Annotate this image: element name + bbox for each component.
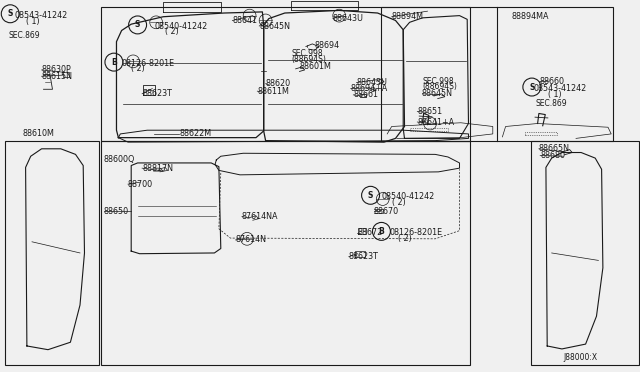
Text: SEC.869: SEC.869 [9, 31, 40, 40]
Text: 87614N: 87614N [236, 235, 266, 244]
Text: 88665N: 88665N [539, 144, 570, 153]
Text: 88672: 88672 [357, 228, 382, 237]
Text: 88630P: 88630P [42, 65, 71, 74]
Text: S: S [529, 83, 534, 92]
Text: 88670: 88670 [374, 207, 399, 216]
Text: 88894MA: 88894MA [512, 12, 550, 21]
Text: 88651: 88651 [417, 107, 442, 116]
Text: ( 2): ( 2) [165, 27, 179, 36]
Text: 88894M: 88894M [392, 12, 424, 21]
Text: 88645N: 88645N [421, 89, 452, 98]
Bar [381, 7, 613, 141]
Text: 88641: 88641 [232, 16, 257, 25]
Text: SEC.998: SEC.998 [292, 49, 323, 58]
Text: 88601M: 88601M [300, 62, 332, 71]
Text: J88000:X: J88000:X [563, 353, 597, 362]
Text: 08543-41242: 08543-41242 [14, 11, 67, 20]
Text: ( 1): ( 1) [26, 17, 39, 26]
Text: 88615N: 88615N [42, 72, 72, 81]
Text: 88661: 88661 [353, 90, 378, 99]
Text: 88643U: 88643U [333, 14, 364, 23]
Text: 88817N: 88817N [142, 164, 173, 173]
Text: 88650: 88650 [104, 207, 129, 216]
Text: SEC.998: SEC.998 [422, 77, 454, 86]
Text: 88700: 88700 [128, 180, 153, 189]
Text: ( 2): ( 2) [392, 198, 405, 207]
Text: 88600Q: 88600Q [104, 155, 135, 164]
Text: 08540-41242: 08540-41242 [155, 22, 208, 31]
Text: (88694S): (88694S) [422, 82, 457, 91]
Bar [101, 141, 470, 365]
Text: 08540-41242: 08540-41242 [381, 192, 435, 201]
Text: ( 2): ( 2) [398, 234, 412, 243]
Text: S: S [135, 20, 140, 29]
Bar [5, 141, 99, 365]
Text: 08126-8201E: 08126-8201E [122, 59, 175, 68]
Text: 88680: 88680 [540, 151, 565, 160]
Text: ( 2): ( 2) [131, 64, 145, 73]
Text: 88694: 88694 [315, 41, 340, 50]
Bar [101, 7, 470, 141]
Text: S: S [368, 191, 373, 200]
Text: 88623T: 88623T [349, 252, 379, 261]
Text: 08126-8201E: 08126-8201E [389, 228, 442, 237]
Text: S: S [8, 9, 13, 18]
Text: 88643U: 88643U [356, 78, 387, 87]
Text: 88623T: 88623T [142, 89, 172, 98]
Text: 88622M: 88622M [179, 129, 211, 138]
Text: B: B [379, 227, 384, 236]
Text: 88660: 88660 [540, 77, 564, 86]
Text: 88694+A: 88694+A [351, 84, 388, 93]
Text: 88611M: 88611M [257, 87, 289, 96]
Text: 88610M: 88610M [22, 129, 54, 138]
Text: 87614NA: 87614NA [242, 212, 278, 221]
Text: SEC.869: SEC.869 [535, 99, 566, 108]
Text: 08543-41242: 08543-41242 [534, 84, 587, 93]
Text: 88620: 88620 [266, 79, 291, 88]
Text: ( 1): ( 1) [548, 90, 561, 99]
Text: B: B [111, 58, 116, 67]
Text: 88645N: 88645N [259, 22, 290, 31]
Text: 88641+A: 88641+A [417, 118, 454, 126]
Text: (88694S): (88694S) [292, 55, 326, 64]
Bar [531, 141, 639, 365]
